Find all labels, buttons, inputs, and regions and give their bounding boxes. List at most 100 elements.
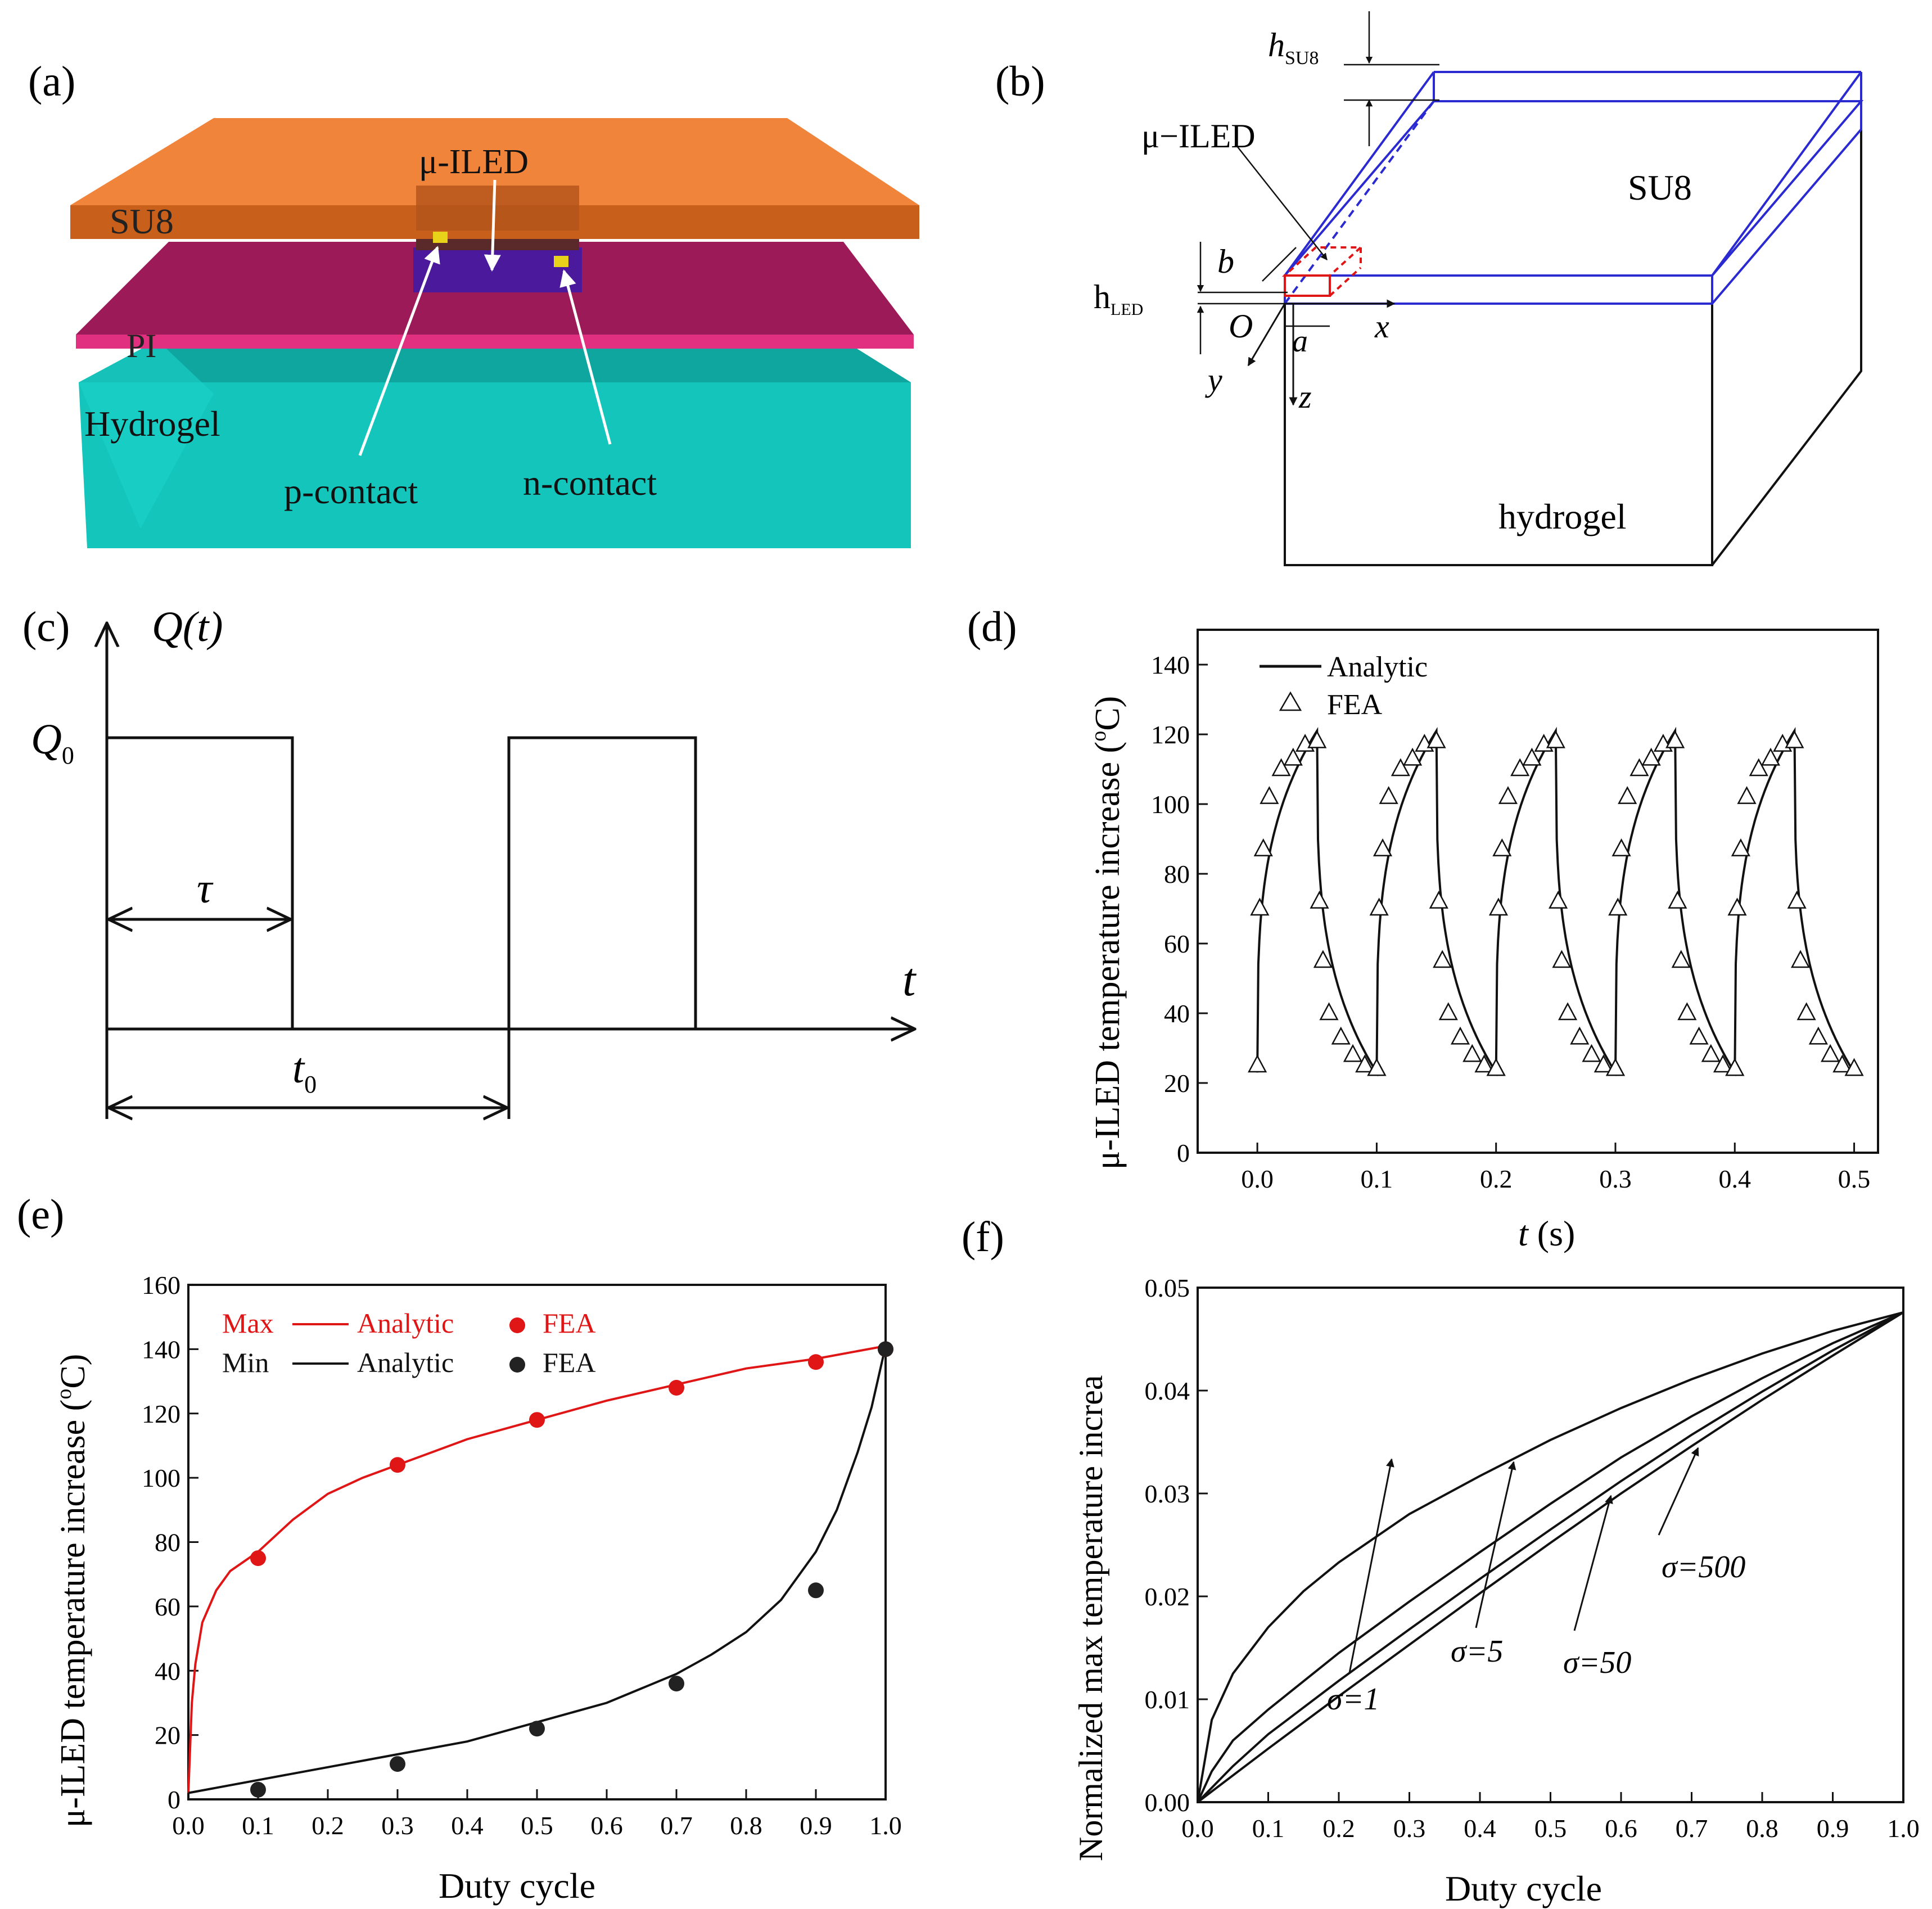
chart-e-ytick-label: 160 xyxy=(142,1271,180,1299)
chart-e-xtick-label: 0.3 xyxy=(381,1811,414,1840)
legend-analytic-label: Analytic xyxy=(1327,651,1428,683)
fea-point xyxy=(1665,730,1685,748)
fea-point xyxy=(1605,1058,1626,1076)
fea-point xyxy=(1427,730,1446,748)
panel-c-label: (c) xyxy=(22,603,70,651)
chart-d-ytick-label: 100 xyxy=(1151,790,1190,819)
chart-f-xtick-label: 0.4 xyxy=(1464,1814,1496,1843)
su8-bump xyxy=(416,186,579,231)
panel-f-label: (f) xyxy=(962,1213,1004,1261)
chart-e-xtick-label: 0.0 xyxy=(172,1811,205,1840)
fea-point xyxy=(1355,1054,1375,1073)
panel-f-chart: (f) 0.0 0.1 0.2 0.3 0.4 0.5 0.6 0.7 0.8 0.9 1.00.0… xyxy=(962,1213,1920,1908)
panel-b-label: (b) xyxy=(995,58,1045,105)
y-axis-label: y xyxy=(1205,362,1222,398)
fea-point xyxy=(1248,1054,1267,1073)
fea-point xyxy=(1369,897,1389,916)
fea-point xyxy=(1307,730,1327,748)
fea-point xyxy=(1253,838,1273,856)
fea-point xyxy=(1582,1044,1601,1062)
chart-f-xtick-label: 0.5 xyxy=(1534,1814,1567,1843)
q0-label: Q0 xyxy=(31,716,74,769)
chart-d-legend: Analytic FEA xyxy=(1260,651,1428,721)
z-axis-label: z xyxy=(1298,378,1312,415)
fea-point xyxy=(1438,1002,1458,1021)
legend-max-fea: FEA xyxy=(543,1307,595,1339)
fea-point xyxy=(1510,758,1530,777)
legend-min-fea: FEA xyxy=(543,1347,595,1378)
fea-point xyxy=(1271,758,1291,777)
min-fea-point xyxy=(390,1756,405,1772)
fea-point xyxy=(1486,1058,1506,1076)
annot-s500: σ=500 xyxy=(1662,1550,1745,1585)
fea-point xyxy=(1546,730,1565,748)
fea-point xyxy=(1379,786,1398,804)
fea-point xyxy=(1429,890,1448,909)
pi-label: PI xyxy=(127,327,156,364)
fea-point xyxy=(1310,890,1329,909)
fea-point xyxy=(1608,897,1628,916)
chart-e-ytick-label: 100 xyxy=(142,1464,180,1492)
chart-d-ytick-label: 40 xyxy=(1164,999,1190,1028)
chart-e-ytick-label: 40 xyxy=(155,1657,180,1685)
panel-a-label: (a) xyxy=(28,58,75,105)
max-fea-point xyxy=(390,1457,405,1473)
chart-f-xtick-label: 0.8 xyxy=(1746,1814,1778,1843)
fea-point xyxy=(1618,786,1637,804)
chart-f-ytick-label: 0.00 xyxy=(1145,1788,1190,1817)
chart-e-ylabel: μ-ILED temperature increase (oC) xyxy=(52,1354,92,1827)
chart-e-ytick-label: 60 xyxy=(155,1592,180,1621)
chart-f-xlabel: Duty cycle xyxy=(1445,1869,1602,1908)
legend-max-label: Max xyxy=(222,1307,274,1339)
led-front xyxy=(1284,274,1331,297)
p-contact-pad xyxy=(433,232,448,243)
chart-e-xtick-label: 0.6 xyxy=(590,1811,623,1840)
chart-f-ytick-label: 0.04 xyxy=(1145,1377,1190,1405)
fea-point xyxy=(1677,1002,1697,1021)
fea-point xyxy=(1522,747,1542,766)
fea-point xyxy=(1373,838,1393,856)
chart-e-ytick-label: 140 xyxy=(142,1335,180,1364)
legend-min-label: Min xyxy=(222,1347,269,1378)
chart-e-ytick-label: 0 xyxy=(168,1785,180,1814)
fea-point xyxy=(1548,890,1568,909)
panel-a-device-exploded-view: (a) SU8 μ-ILED PI Hydrogel p-contact n-c… xyxy=(28,58,919,548)
chart-e-xtick-label: 0.9 xyxy=(800,1811,832,1840)
panel-c-pulse-schematic: (c) Q(t) Q0 τ t t0 xyxy=(22,603,917,1119)
a-label: a xyxy=(1292,324,1308,359)
chart-e-xtick-label: 0.4 xyxy=(451,1811,484,1840)
chart-e-xtick-label: 0.8 xyxy=(730,1811,762,1840)
su8-plate-right-edge xyxy=(1711,71,1862,277)
fea-point xyxy=(1450,1026,1470,1045)
chart-d-xtick-label: 0.1 xyxy=(1361,1165,1393,1193)
fea-point xyxy=(1731,838,1750,856)
t-axis-label: t xyxy=(902,954,917,1006)
annot-s50-arrow xyxy=(1573,1495,1613,1631)
min-fea-point xyxy=(250,1781,266,1798)
chart-f-xtick-label: 1.0 xyxy=(1887,1814,1920,1843)
chart-f-xtick-label: 0.0 xyxy=(1181,1814,1214,1843)
annot-s5-arrow xyxy=(1475,1461,1516,1628)
chart-d-ytick-label: 140 xyxy=(1151,651,1190,679)
chart-e-ytick-label: 20 xyxy=(155,1721,180,1750)
fea-point xyxy=(1488,897,1509,916)
fea-point xyxy=(1725,1058,1745,1076)
chart-d-xtick-label: 0.3 xyxy=(1599,1165,1632,1193)
b-label: b xyxy=(1217,243,1234,280)
legend-max-analytic: Analytic xyxy=(357,1307,454,1339)
pulse-1 xyxy=(105,736,294,1029)
sigma-curve-1 xyxy=(1197,1311,1904,1803)
chart-d-xtick-label: 0.0 xyxy=(1241,1165,1274,1193)
fea-point xyxy=(1749,758,1768,777)
panel-e-label: (e) xyxy=(17,1191,64,1238)
h-led-label: hLED xyxy=(1094,278,1143,319)
su8-plate-hidden-diag xyxy=(1284,100,1435,305)
fea-point xyxy=(1594,1054,1613,1073)
fea-point xyxy=(1391,758,1410,777)
chart-f-xtick-label: 0.2 xyxy=(1322,1814,1355,1843)
fea-point xyxy=(1558,1002,1578,1021)
hydrogel-box-side xyxy=(1711,101,1862,566)
hydrogel-block-top xyxy=(79,340,911,382)
q-axis-label: Q(t) xyxy=(152,603,223,651)
max-fea-point xyxy=(808,1354,824,1370)
